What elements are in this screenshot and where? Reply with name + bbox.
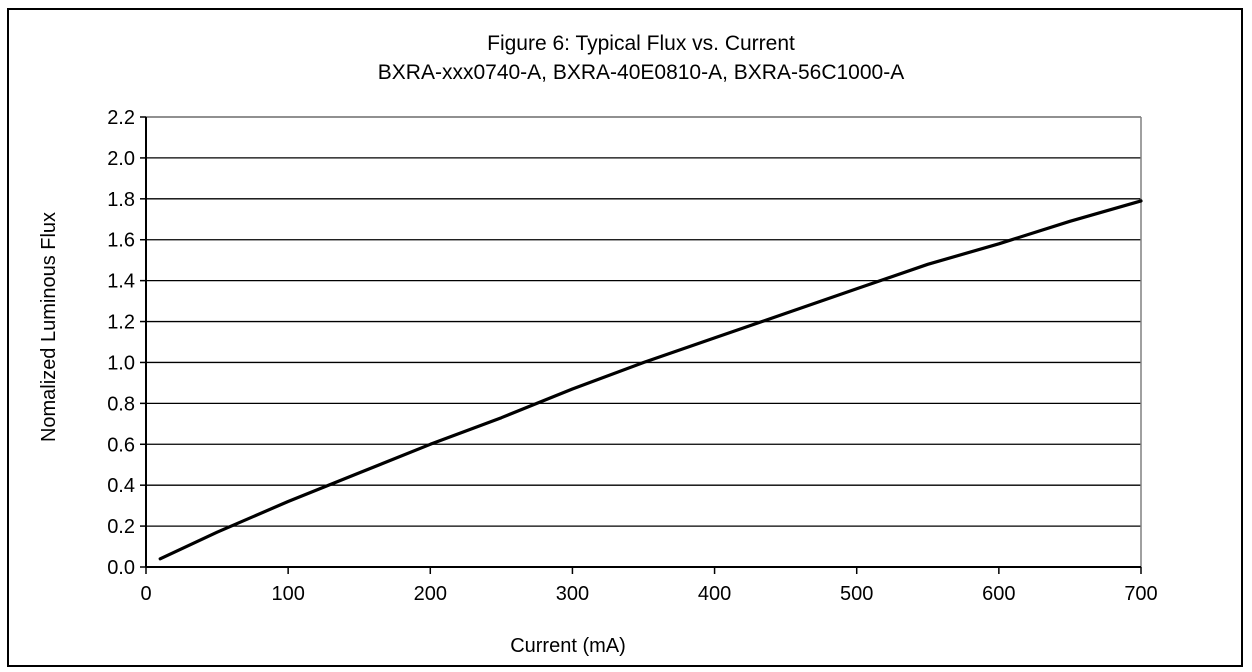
x-tick-label: 0 <box>140 583 151 605</box>
series-layer <box>158 199 1143 561</box>
x-tick-label: 700 <box>1124 583 1157 605</box>
y-tick-label: 0.0 <box>107 557 135 579</box>
x-tick-label: 300 <box>556 583 589 605</box>
x-tick-label: 400 <box>698 583 731 605</box>
series-line <box>158 199 1143 561</box>
y-tick-label: 0.2 <box>107 516 135 538</box>
x-tick-label: 200 <box>414 583 447 605</box>
chart-subtitle: BXRA-xxx0740-A, BXRA-40E0810-A, BXRA-56C… <box>378 61 904 84</box>
y-tick-label: 0.8 <box>107 393 135 415</box>
chart-frame <box>7 8 1243 667</box>
axes-layer <box>140 116 1142 574</box>
x-tick-label: 100 <box>271 583 304 605</box>
x-tick-labels: 0 100 200 300 400 500 600 700 <box>140 583 1157 605</box>
y-tick-labels: 0.0 0.2 0.4 0.6 0.8 1.0 1.2 1.4 1.6 1.8 2.0 2.2 <box>107 107 135 579</box>
x-tick-label: 600 <box>982 583 1015 605</box>
y-tick-label: 0.6 <box>107 434 135 456</box>
y-tick-label: 2.0 <box>107 148 135 170</box>
y-tick-label: 1.4 <box>107 271 135 293</box>
y-tick-label: 1.2 <box>107 312 135 334</box>
y-axis-label: Nomalized Luminous Flux <box>38 212 60 442</box>
grid-layer <box>146 116 1141 527</box>
x-tick-label: 500 <box>840 583 873 605</box>
chart-title: Figure 6: Typical Flux vs. Current <box>487 32 795 55</box>
y-tick-label: 1.8 <box>107 189 135 211</box>
y-tick-label: 1.0 <box>107 352 135 374</box>
y-tick-label: 2.2 <box>107 107 135 129</box>
y-tick-label: 0.4 <box>107 475 135 497</box>
x-axis-label: Current (mA) <box>510 635 626 657</box>
y-tick-label: 1.6 <box>107 230 135 252</box>
